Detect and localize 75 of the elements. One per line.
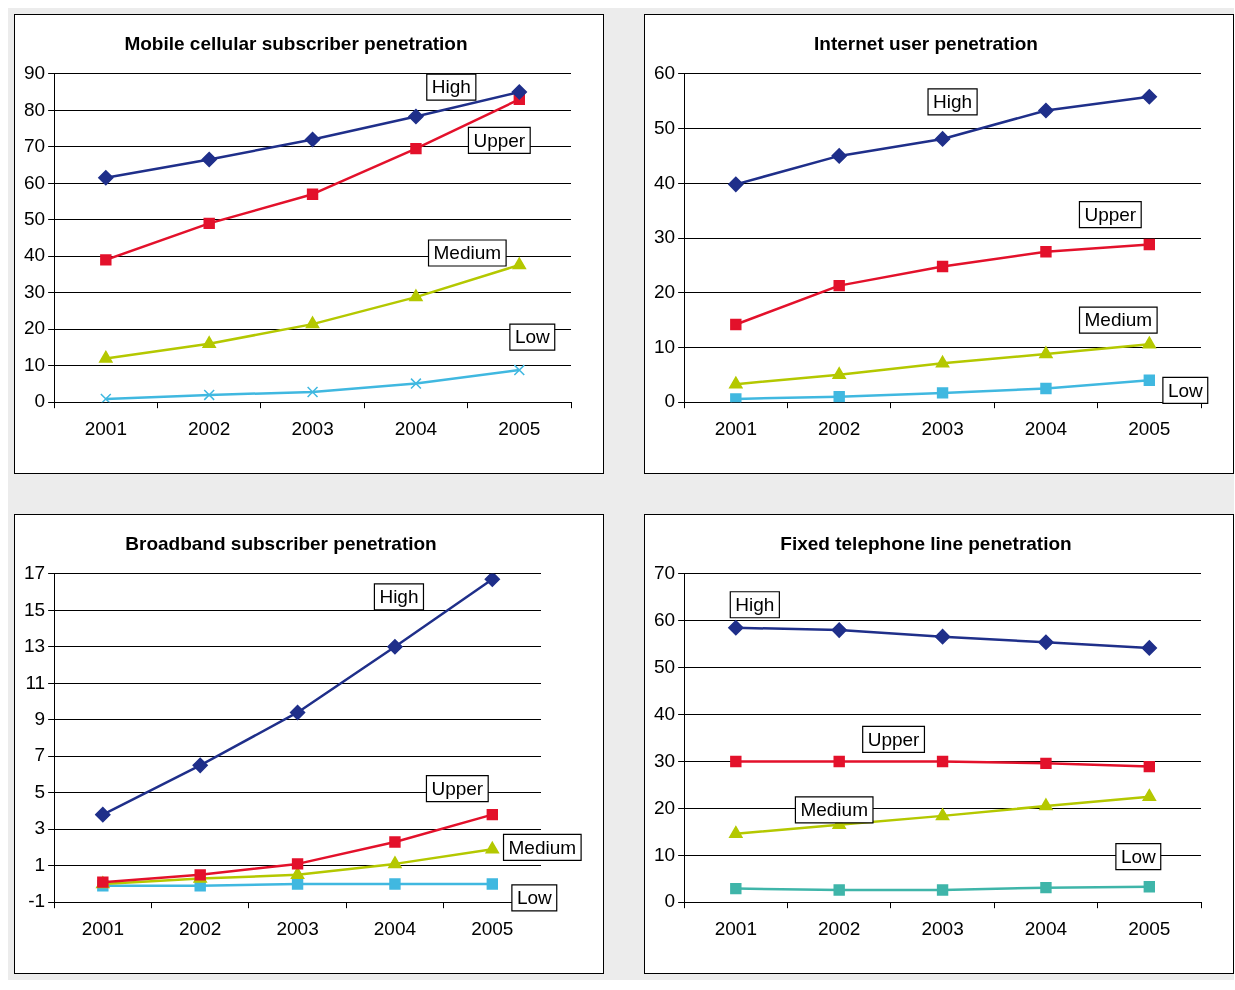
y-tick-label: 20 [653,796,676,818]
x-tick-label: 2002 [188,417,231,439]
chart-title: Mobile cellular subscriber penetration [124,32,468,54]
series-label: Medium [433,242,502,264]
y-tick-label: 70 [23,135,46,157]
x-tick-label: 2002 [818,417,861,439]
y-tick-label: 60 [653,608,676,630]
series-label: High [735,593,775,615]
x-tick-label: 2002 [818,917,861,939]
y-tick-label: 40 [653,171,676,193]
series-label: High [431,76,471,98]
y-tick-label: -1 [28,890,46,912]
y-tick-label: 60 [23,171,46,193]
y-tick-label: 90 [23,62,46,84]
x-tick-label: 2003 [921,917,964,939]
y-tick-label: 10 [23,353,46,375]
y-tick-label: 20 [23,317,46,339]
y-tick-label: 60 [653,62,676,84]
y-tick-label: 70 [653,562,676,584]
x-tick-label: 2003 [921,417,964,439]
series-label: Upper [473,129,526,151]
y-tick-label: 7 [34,744,46,766]
y-tick-label: 0 [664,390,676,412]
series-label: Low [1167,379,1204,401]
y-tick-label: 50 [653,655,676,677]
x-tick-label: 2004 [394,417,438,439]
series-label: Medium [508,836,577,858]
y-tick-label: 9 [34,707,46,729]
y-tick-label: 50 [653,116,676,138]
series-label: Low [1120,845,1157,867]
y-tick-label: 10 [653,335,676,357]
y-tick-label: 15 [23,598,46,620]
series-label: Medium [1084,309,1153,331]
x-tick-label: 2005 [498,417,541,439]
series-label: Upper [867,728,921,750]
x-tick-label: 2005 [1128,917,1171,939]
chart-title: Broadband subscriber penetration [125,532,437,554]
series-label: Upper [1084,203,1137,225]
y-tick-label: 1 [34,853,46,875]
x-tick-label: 2001 [84,417,127,439]
y-tick-label: 40 [653,702,676,724]
y-tick-label: 80 [23,98,46,120]
x-tick-label: 2001 [81,917,124,939]
chart-title: Fixed telephone line penetration [780,532,1072,554]
y-tick-label: 5 [34,780,46,802]
series-label: Medium [800,799,868,821]
x-tick-label: 2005 [1128,417,1171,439]
series-label: Upper [431,777,484,799]
series-label: High [933,91,973,113]
series-label: Low [514,326,551,348]
x-tick-label: 2004 [1024,417,1068,439]
y-tick-label: 30 [653,226,676,248]
x-tick-label: 2003 [291,417,334,439]
y-tick-label: 50 [23,207,46,229]
y-tick-label: 30 [653,749,676,771]
x-tick-label: 2001 [714,917,757,939]
x-tick-label: 2003 [276,917,319,939]
y-tick-label: 13 [23,635,46,657]
y-tick-label: 40 [23,244,46,266]
series-label: Low [516,887,553,909]
y-tick-label: 20 [653,280,676,302]
y-tick-label: 11 [25,671,46,693]
y-tick-label: 10 [653,843,676,865]
chart-title: Internet user penetration [814,32,1038,54]
x-tick-label: 2004 [373,917,417,939]
y-tick-label: 0 [34,390,46,412]
x-tick-label: 2002 [179,917,222,939]
y-tick-label: 3 [34,817,46,839]
y-tick-label: 17 [23,562,46,584]
x-tick-label: 2004 [1024,917,1068,939]
y-tick-label: 0 [664,890,676,912]
x-tick-label: 2001 [714,417,757,439]
y-tick-label: 30 [23,280,46,302]
x-tick-label: 2005 [471,917,514,939]
series-label: High [379,586,419,608]
